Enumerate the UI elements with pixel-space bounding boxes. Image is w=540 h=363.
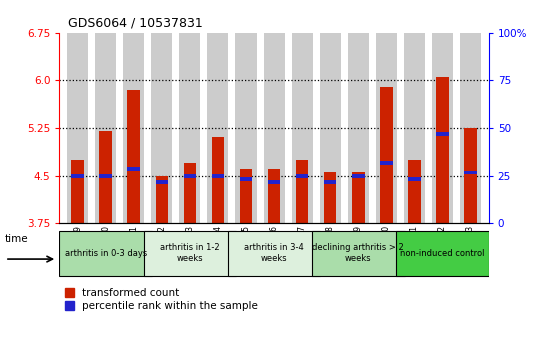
Bar bbox=[296, 174, 308, 178]
Bar bbox=[212, 138, 224, 223]
Bar bbox=[207, 33, 228, 223]
Bar bbox=[268, 180, 280, 184]
Bar bbox=[99, 131, 112, 223]
Bar bbox=[408, 177, 421, 181]
Bar bbox=[67, 33, 88, 223]
Bar bbox=[228, 231, 320, 276]
Bar bbox=[123, 33, 144, 223]
Bar bbox=[184, 174, 196, 178]
Bar bbox=[240, 169, 252, 223]
Bar bbox=[404, 33, 425, 223]
Bar bbox=[352, 172, 365, 223]
Bar bbox=[324, 180, 336, 184]
Bar bbox=[127, 167, 140, 171]
Bar bbox=[240, 177, 252, 181]
Bar bbox=[235, 33, 256, 223]
Bar bbox=[95, 33, 116, 223]
Bar bbox=[380, 161, 393, 165]
Bar bbox=[184, 163, 196, 223]
Bar bbox=[127, 90, 140, 223]
Bar bbox=[408, 160, 421, 223]
Bar bbox=[71, 174, 84, 178]
Bar bbox=[320, 33, 341, 223]
Text: arthritis in 1-2
weeks: arthritis in 1-2 weeks bbox=[160, 244, 220, 263]
Text: GDS6064 / 10537831: GDS6064 / 10537831 bbox=[68, 17, 202, 30]
Bar bbox=[396, 231, 489, 276]
Bar bbox=[324, 172, 336, 223]
Bar bbox=[99, 174, 112, 178]
Bar bbox=[156, 176, 168, 223]
Text: arthritis in 0-3 days: arthritis in 0-3 days bbox=[65, 249, 147, 258]
Bar bbox=[212, 174, 224, 178]
Bar bbox=[292, 33, 313, 223]
Bar bbox=[464, 171, 477, 174]
Bar bbox=[464, 128, 477, 223]
Bar bbox=[179, 33, 200, 223]
Bar bbox=[380, 87, 393, 223]
Bar bbox=[59, 231, 152, 276]
Bar bbox=[151, 33, 172, 223]
Bar bbox=[312, 231, 404, 276]
Bar bbox=[71, 160, 84, 223]
Text: time: time bbox=[5, 234, 29, 244]
Legend: transformed count, percentile rank within the sample: transformed count, percentile rank withi… bbox=[65, 288, 258, 311]
Bar bbox=[436, 132, 449, 136]
Text: non-induced control: non-induced control bbox=[400, 249, 485, 258]
Text: arthritis in 3-4
weeks: arthritis in 3-4 weeks bbox=[244, 244, 304, 263]
Bar bbox=[264, 33, 285, 223]
Text: declining arthritis > 2
weeks: declining arthritis > 2 weeks bbox=[312, 244, 404, 263]
Bar bbox=[348, 33, 369, 223]
Bar bbox=[156, 180, 168, 184]
Bar bbox=[376, 33, 397, 223]
Bar bbox=[352, 174, 365, 178]
Bar bbox=[296, 160, 308, 223]
Bar bbox=[436, 77, 449, 223]
Bar bbox=[432, 33, 453, 223]
Bar bbox=[268, 169, 280, 223]
Bar bbox=[144, 231, 236, 276]
Bar bbox=[460, 33, 481, 223]
